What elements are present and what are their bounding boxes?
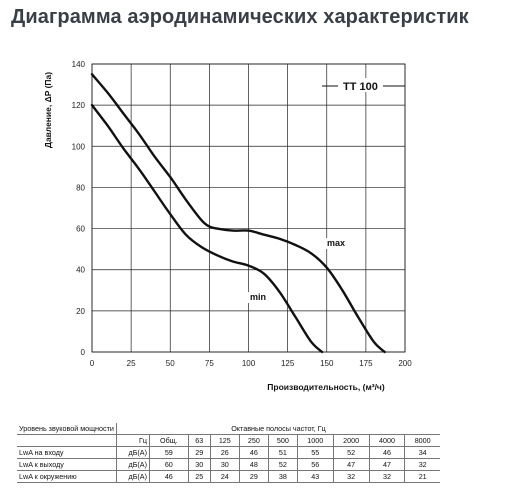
y-tick-label: 0 xyxy=(81,348,86,357)
chart-curves xyxy=(90,73,386,354)
table-cell: 30 xyxy=(187,458,211,471)
table-unit-hz: Гц xyxy=(116,434,150,447)
x-tick-label: 175 xyxy=(359,359,373,368)
y-tick-label: 20 xyxy=(76,307,85,316)
series-min-label-bg xyxy=(248,292,272,303)
row-label: LwA к окружению xyxy=(17,470,117,483)
table-col: 250 xyxy=(238,434,269,447)
table-cell: 55 xyxy=(296,446,334,459)
y-axis-title: Давление, ΔP (Па) xyxy=(43,72,53,148)
table-cell: 51 xyxy=(267,446,298,459)
table-cell: 59 xyxy=(149,446,189,459)
table-cell: 29 xyxy=(187,446,211,459)
x-tick-label: 25 xyxy=(127,359,136,368)
table-col: 4000 xyxy=(368,434,406,447)
series-min-line xyxy=(90,103,324,354)
table-cell: 26 xyxy=(209,446,240,459)
x-tick-label: 125 xyxy=(281,359,295,368)
row-label: LwA на входу xyxy=(17,446,117,459)
table-cell: 46 xyxy=(238,446,269,459)
row-unit: дБ(A) xyxy=(116,446,150,459)
table-cell: 30 xyxy=(209,458,240,471)
x-tick-label: 50 xyxy=(166,359,175,368)
row-unit: дБ(A) xyxy=(116,470,150,483)
table-cell: 32 xyxy=(368,470,406,483)
chart-title: TT 100 xyxy=(343,81,378,93)
series-min-label: min xyxy=(250,292,266,302)
table-row: LwA к окружению дБ(A) 46 25 24 29 38 43 … xyxy=(17,470,440,483)
chart-title-bg xyxy=(339,78,382,92)
table-cell: 46 xyxy=(149,470,189,483)
y-tick-label: 120 xyxy=(72,101,86,110)
table-cell: 29 xyxy=(238,470,269,483)
sound-power-table: Уровень звуковой мощности Октавные полос… xyxy=(17,423,440,483)
table-cell: 43 xyxy=(296,470,334,483)
table-columns-row: Гц Общ. 63 125 250 500 1000 2000 4000 80… xyxy=(17,434,440,447)
table-col: 1000 xyxy=(296,434,334,447)
x-tick-label: 200 xyxy=(398,359,412,368)
y-tick-label: 40 xyxy=(76,266,85,275)
y-tick-label: 80 xyxy=(76,183,85,192)
table-header-span: Октавные полосы частот, Гц xyxy=(116,423,440,435)
series-max-line xyxy=(90,73,386,354)
chart-ticks: 0 25 50 75 100 125 150 175 200 0 20 40 60 80 100 120 140 xyxy=(72,60,413,368)
table-cell: 56 xyxy=(296,458,334,471)
table-cell: 24 xyxy=(209,470,240,483)
x-tick-label: 0 xyxy=(90,359,95,368)
table-cell: 46 xyxy=(368,446,406,459)
table-col: 500 xyxy=(267,434,298,447)
table-cell: 47 xyxy=(368,458,406,471)
chart-labels: max min TT 100 Производительность, (м³/ч) Да… xyxy=(43,72,405,392)
table-cell: 60 xyxy=(149,458,189,471)
y-tick-label: 140 xyxy=(72,60,86,69)
table-col: 8000 xyxy=(404,434,440,447)
table-row: LwA к выходу дБ(A) 60 30 30 48 52 56 47 … xyxy=(17,458,440,471)
x-tick-label: 150 xyxy=(320,359,334,368)
chart-grid xyxy=(91,63,406,353)
table-cell: 38 xyxy=(267,470,298,483)
table-col: 63 xyxy=(187,434,211,447)
table-col: 125 xyxy=(209,434,240,447)
table-header-row: Уровень звуковой мощности Октавные полос… xyxy=(17,423,440,435)
y-tick-label: 60 xyxy=(76,225,85,234)
row-label: LwA к выходу xyxy=(17,458,117,471)
row-unit: дБ(A) xyxy=(116,458,150,471)
x-tick-label: 100 xyxy=(242,359,256,368)
series-max-label: max xyxy=(327,238,345,248)
y-tick-label: 100 xyxy=(72,142,86,151)
table-cell: 32 xyxy=(332,470,370,483)
x-axis-title: Производительность, (м³/ч) xyxy=(267,382,385,392)
plot-frame xyxy=(91,63,406,353)
table-cell: 21 xyxy=(404,470,440,483)
table-cell: 52 xyxy=(267,458,298,471)
table-cell: 32 xyxy=(404,458,440,471)
x-tick-label: 75 xyxy=(205,359,214,368)
table-header-label: Уровень звуковой мощности xyxy=(17,423,117,435)
table-cell: 48 xyxy=(238,458,269,471)
table-corner-cell xyxy=(17,434,117,447)
series-max-label-bg xyxy=(325,238,349,249)
table-cell: 34 xyxy=(404,446,440,459)
pressure-flow-chart: 0 25 50 75 100 125 150 175 200 0 20 40 60 80 100 120 140… xyxy=(43,60,413,392)
table-cell: 52 xyxy=(332,446,370,459)
page-title: Диаграмма аэродинамических характеристик xyxy=(11,6,469,28)
table-cell: 25 xyxy=(187,470,211,483)
table-cell: 47 xyxy=(332,458,370,471)
table-col: 2000 xyxy=(332,434,370,447)
table-col: Общ. xyxy=(149,434,189,447)
table-row: LwA на входу дБ(A) 59 29 26 46 51 55 52 … xyxy=(17,446,440,459)
